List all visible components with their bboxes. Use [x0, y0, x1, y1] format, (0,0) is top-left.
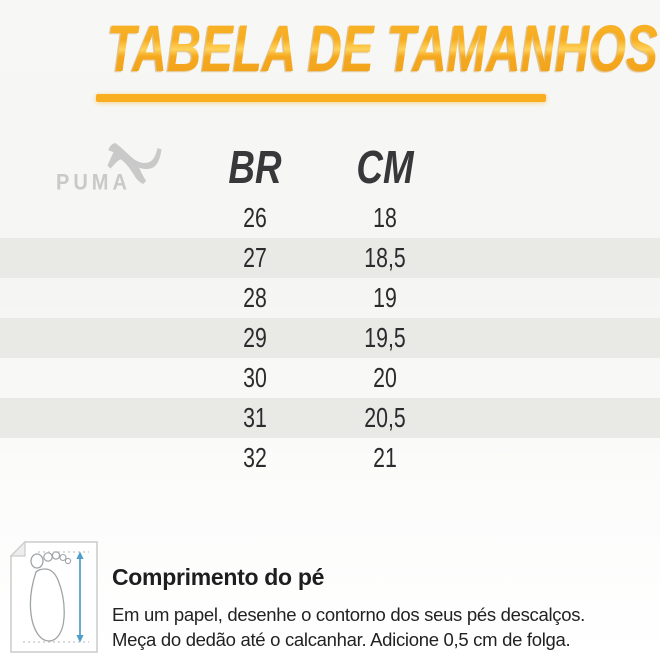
size-cm: 21: [373, 442, 397, 473]
size-br: 31: [243, 402, 267, 433]
foot-measurement-icon: [9, 540, 98, 653]
puma-logo: PUMA: [52, 140, 170, 198]
title-underline: [96, 94, 546, 102]
puma-cat-icon: [107, 143, 162, 184]
size-br: 32: [243, 442, 267, 473]
size-table-header: PUMA BR CM: [0, 138, 660, 198]
size-row-32: 32 21: [0, 438, 660, 478]
size-br: 30: [243, 362, 267, 393]
size-row-31: 31 20,5: [0, 398, 660, 438]
size-row-26: 26 18: [0, 198, 660, 238]
size-br: 28: [243, 282, 267, 313]
instructions-heading: Comprimento do pé: [112, 564, 325, 590]
measurement-instructions: Comprimento do pé Em um papel, desenhe o…: [8, 538, 652, 656]
column-header-br: BR: [228, 141, 282, 193]
instructions-text-block: Comprimento do pé Em um papel, desenhe o…: [112, 564, 632, 652]
page-title-text: TABELA DE TAMANHOS: [107, 11, 658, 85]
size-br: 29: [243, 322, 267, 353]
size-cm: 18: [373, 202, 397, 233]
size-cm: 20,5: [364, 402, 406, 433]
size-table-body: 26 18 27 18,5 28 19 29 19,5 30 20 31 20,…: [0, 198, 660, 478]
size-row-29: 29 19,5: [0, 318, 660, 358]
instructions-line-2: Meça do dedão até o calcanhar. Adicione …: [112, 629, 571, 650]
size-cm: 20: [373, 362, 397, 393]
size-row-28: 28 19: [0, 278, 660, 318]
puma-wordmark: PUMA: [56, 170, 131, 195]
instructions-line-1: Em um papel, desenhe o contorno dos seus…: [112, 604, 586, 625]
page-title: TABELA DE TAMANHOS: [0, 12, 660, 84]
column-header-cm: CM: [356, 141, 414, 193]
size-row-27: 27 18,5: [0, 238, 660, 278]
size-cm: 19,5: [364, 322, 406, 353]
size-cm: 18,5: [364, 242, 406, 273]
size-cm: 19: [373, 282, 397, 313]
size-br: 27: [243, 242, 267, 273]
size-row-30: 30 20: [0, 358, 660, 398]
size-br: 26: [243, 202, 267, 233]
